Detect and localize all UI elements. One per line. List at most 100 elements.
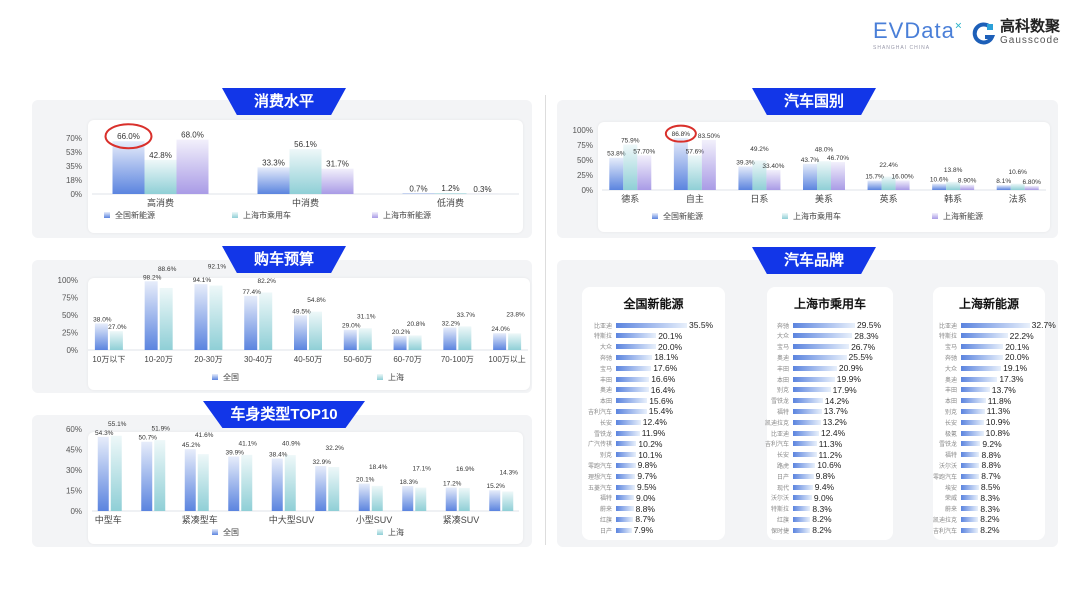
brand-name: 零跑汽车	[587, 463, 612, 470]
x-category-label: 法系	[1009, 193, 1027, 204]
brands-title: 汽车品牌	[752, 247, 876, 274]
bar	[402, 485, 414, 511]
bar-value-label: 8.3%	[980, 492, 1000, 503]
brand-row: 蔚来 8.3%	[919, 504, 1000, 514]
brand-name: 大众	[776, 334, 789, 341]
bar	[393, 335, 407, 350]
bar	[616, 344, 656, 350]
bar	[881, 176, 896, 190]
bar-value-label: 29.0%	[342, 323, 361, 330]
brand-name: 比亚迪	[593, 323, 612, 330]
x-category-label: 50-60万	[344, 355, 372, 364]
bar	[616, 354, 653, 360]
legend-label: 上海市乘用车	[793, 211, 841, 221]
brand-row: 别克 11.3%	[919, 406, 1010, 416]
bodytype-chart: 0% 15% 30% 45% 60% 54.3% 55.1% 中型车 50.7% 51.9% 45.…	[66, 421, 519, 537]
brand-row: 理想汽车 9.7%	[574, 471, 657, 481]
legend-swatch	[232, 212, 238, 218]
legend-swatch	[104, 212, 110, 218]
brand-name: 雪铁龙	[593, 431, 612, 438]
bar-value-label: 57.6%	[686, 148, 705, 155]
x-category-label: 中大型SUV	[269, 514, 315, 525]
bar-value-label: 10.8%	[985, 428, 1010, 438]
brand-name: 特斯拉	[770, 507, 789, 514]
bar-value-label: 53.8%	[607, 151, 626, 158]
bar-value-label: 13.8%	[944, 167, 963, 174]
brand-name: 别克	[599, 453, 612, 460]
bar	[616, 506, 634, 512]
bar	[766, 169, 781, 190]
bar	[616, 398, 648, 404]
brand-name: 本田	[776, 377, 789, 384]
bar	[458, 326, 472, 350]
bar	[609, 157, 624, 190]
y-tick-label: 50%	[62, 311, 78, 320]
brand-name: 大众	[944, 366, 957, 373]
bar-value-label: 18.3%	[400, 479, 419, 486]
bar-value-label: 88.6%	[158, 266, 177, 273]
bar-value-label: 8.1%	[996, 178, 1011, 185]
budget-title: 购车预算	[222, 246, 346, 273]
brand-name: 蔚来	[944, 507, 957, 514]
bar-value-label: 10.6%	[930, 177, 949, 184]
bar-value-label: 49.5%	[292, 308, 311, 315]
bar-value-label: 20.8%	[407, 321, 426, 328]
bar	[458, 487, 470, 511]
bar	[343, 329, 357, 350]
brand-name: 别克	[776, 388, 789, 395]
brand-row: 长安 10.9%	[919, 417, 1010, 427]
consumption-title: 消费水平	[222, 88, 346, 115]
x-category-label: 70-100万	[441, 355, 474, 364]
evdata-logo: EVData× SHANGHAI CHINA	[873, 18, 963, 51]
brand-name: 吉利汽车	[587, 409, 612, 416]
bar	[159, 287, 173, 350]
brand-name: 丰田	[944, 388, 957, 395]
bar-value-label: 41.6%	[195, 432, 214, 439]
brand-row: 广汽传祺 10.2%	[574, 439, 663, 449]
bar	[961, 516, 979, 522]
brand-name: 极氪	[944, 431, 957, 438]
bar-value-label: 8.2%	[980, 525, 1000, 536]
bar-value-label: 33.7%	[457, 312, 476, 319]
bar	[961, 398, 986, 404]
y-tick-label: 0%	[581, 186, 593, 195]
bar	[817, 161, 831, 190]
bar-value-label: 7.9%	[633, 525, 654, 536]
bar	[97, 436, 109, 511]
brand-row: 福特 13.7%	[751, 406, 848, 416]
bar-value-label: 9.8%	[815, 471, 835, 482]
bar	[961, 408, 985, 414]
brand-row: 路虎 10.6%	[751, 460, 841, 470]
bar	[616, 365, 652, 371]
brand-row: 长安 12.4%	[574, 417, 667, 427]
bar-value-label: 8.2%	[812, 514, 832, 525]
bar	[793, 398, 823, 404]
bar-value-label: 8.7%	[981, 471, 1001, 482]
brand-row: 奔驰 20.0%	[919, 352, 1029, 362]
bar-value-label: 11.2%	[818, 449, 842, 460]
bar	[961, 419, 984, 425]
bar	[445, 487, 457, 511]
bar-value-label: 9.2%	[982, 438, 1002, 449]
x-category-label: 日系	[750, 194, 768, 204]
brand-row: 本田 11.8%	[919, 396, 1011, 406]
brand-name: 吉利汽车	[932, 528, 957, 535]
x-category-label: 60-70万	[393, 355, 421, 364]
bar	[793, 462, 816, 468]
y-tick-label: 18%	[66, 176, 82, 185]
x-category-label: 美系	[815, 193, 833, 204]
bar	[321, 168, 354, 194]
brand-row: 丰田 20.9%	[751, 363, 863, 373]
origin-chart: 0% 25% 50% 75% 100% 53.8% 75.9% 57.70% 德系 86.8% 57…	[573, 124, 1046, 221]
bar	[752, 160, 767, 190]
bar-value-label: 20.1%	[356, 477, 375, 484]
brand-name: 本田	[944, 399, 957, 406]
brand-row: 特斯拉 22.2%	[919, 331, 1034, 341]
brand-name: 沃尔沃	[938, 463, 957, 470]
bar	[176, 139, 209, 194]
y-tick-label: 15%	[66, 487, 82, 496]
bar-value-label: 11.3%	[986, 406, 1011, 417]
bodytype-panel: 0% 15% 30% 45% 60% 54.3% 55.1% 中型车 50.7% 51.9% 45.…	[32, 415, 532, 547]
bar-value-label: 75.9%	[621, 137, 640, 144]
brand-row: 雪铁龙 11.9%	[574, 428, 665, 438]
